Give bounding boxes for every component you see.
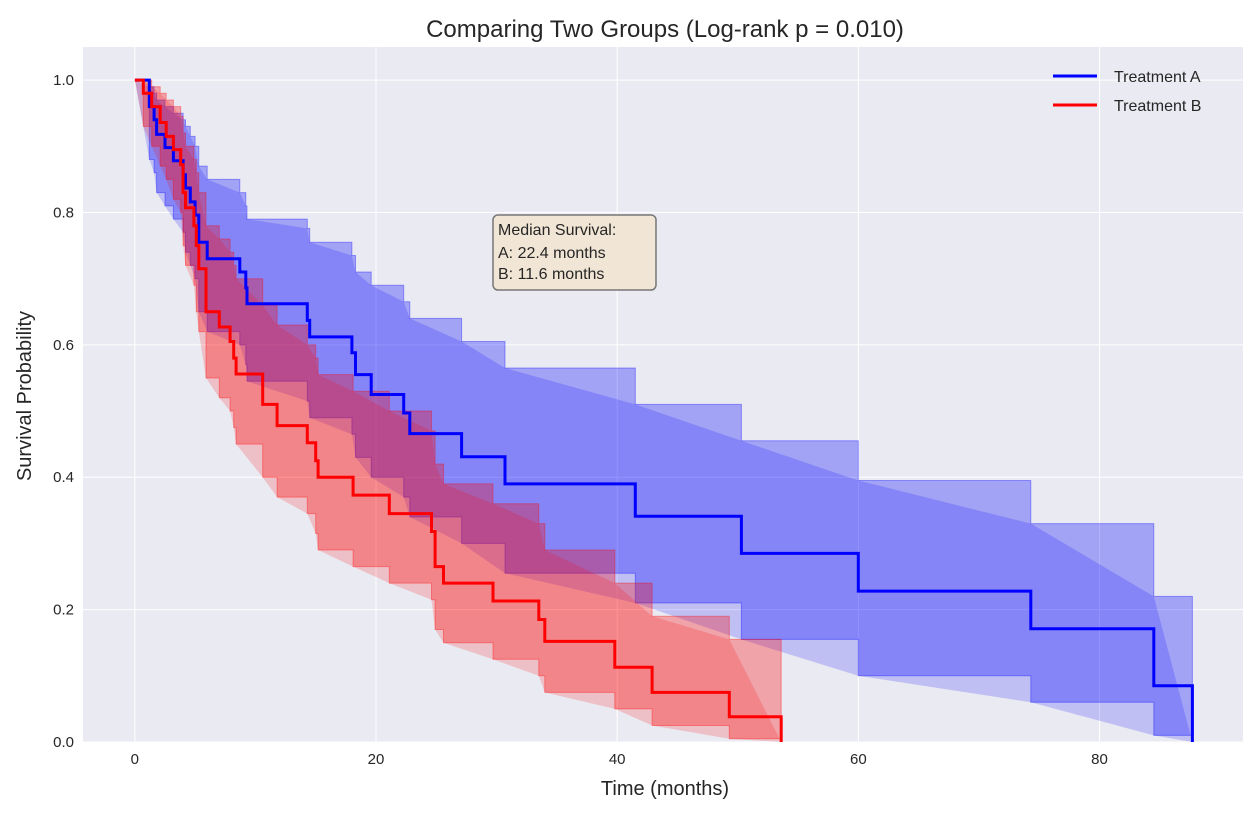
plot-area bbox=[83, 47, 1243, 742]
confidence-band-inner-treatment-a bbox=[134, 80, 1193, 743]
confidence-band-inner-treatment-b bbox=[134, 80, 782, 743]
median-survival-annotation: Median Survival: A: 22.4 months B: 11.6 … bbox=[492, 214, 657, 291]
x-tick-label: 20 bbox=[368, 751, 385, 768]
x-tick-label: 80 bbox=[1091, 751, 1108, 768]
grid-lines bbox=[83, 47, 1243, 743]
survival-curves bbox=[134, 78, 1194, 742]
survival-curve-treatment-b bbox=[134, 78, 783, 742]
annotation-line-2: A: 22.4 months bbox=[498, 245, 606, 262]
chart-title: Comparing Two Groups (Log-rank p = 0.010… bbox=[426, 16, 904, 43]
y-tick-label: 0.4 bbox=[53, 469, 74, 486]
confidence-bands bbox=[134, 79, 1193, 743]
annotation-line-3: B: 11.6 months bbox=[498, 266, 604, 283]
y-tick-label: 0.2 bbox=[53, 602, 74, 619]
y-tick-label: 0.8 bbox=[53, 204, 74, 221]
x-tick-label: 40 bbox=[609, 751, 626, 768]
legend: Treatment A Treatment B bbox=[1053, 69, 1201, 115]
x-tick-label: 60 bbox=[850, 751, 867, 768]
y-tick-label: 0.6 bbox=[53, 337, 74, 354]
annotation-box bbox=[492, 214, 657, 291]
confidence-band-treatment-a bbox=[134, 79, 1193, 742]
survival-curve-treatment-a bbox=[134, 78, 1194, 742]
x-axis-label: Time (months) bbox=[601, 778, 729, 800]
legend-label-treatment-a: Treatment A bbox=[1114, 69, 1201, 86]
x-axis-ticks: 0 20 40 60 80 bbox=[131, 751, 1108, 768]
annotation-line-1: Median Survival: bbox=[498, 222, 616, 239]
y-axis-label: Survival Probability bbox=[14, 311, 36, 481]
legend-label-treatment-b: Treatment B bbox=[1114, 98, 1201, 115]
y-tick-label: 1.0 bbox=[53, 72, 74, 89]
y-tick-label: 0.0 bbox=[53, 734, 74, 751]
x-tick-label: 0 bbox=[131, 751, 139, 768]
y-axis-ticks: 0.0 0.2 0.4 0.6 0.8 1.0 bbox=[53, 72, 74, 751]
